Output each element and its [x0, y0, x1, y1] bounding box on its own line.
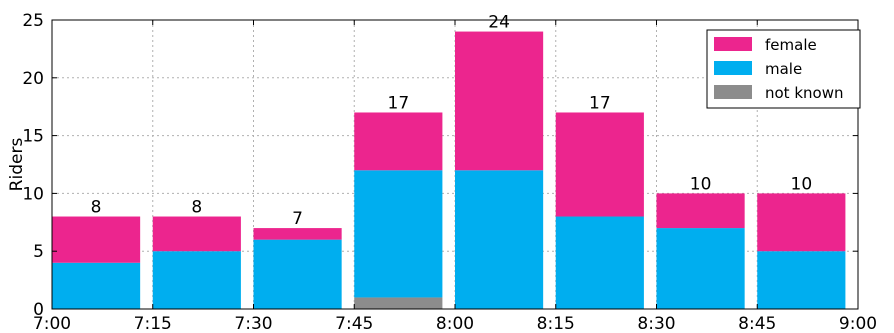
bar-total-label: 8	[191, 198, 202, 218]
legend-label-not-known: not known	[765, 84, 843, 102]
y-axis-label: Riders	[7, 138, 27, 192]
x-tick-label: 8:30	[637, 314, 675, 333]
bar-total-label: 24	[488, 13, 510, 33]
bar-segment-female	[152, 216, 241, 252]
x-tick-labels: 7:00 7:15 7:30 7:45 8:00 8:15 8:30 8:45 9:00	[33, 20, 877, 333]
y-tick-label: 20	[22, 69, 44, 89]
legend-label-female: female	[765, 36, 817, 54]
x-tick-label: 8:15	[537, 314, 575, 333]
y-tick-label: 0	[33, 300, 44, 320]
bar-segment-male	[354, 170, 443, 298]
bar-total-label: 8	[91, 198, 102, 218]
bar-segment-male	[656, 228, 745, 309]
legend-swatch-not-known	[714, 85, 752, 99]
x-tick-label: 8:45	[738, 314, 776, 333]
bar-segment-male	[757, 251, 846, 309]
x-tick-label: 7:45	[335, 314, 373, 333]
bars-layer	[52, 31, 846, 309]
bar-segment-not-known	[354, 297, 443, 309]
bar-segment-female	[52, 216, 141, 263]
y-tick-label: 15	[22, 127, 44, 147]
bar-segment-male	[253, 239, 342, 309]
y-tick-label: 10	[22, 184, 44, 204]
legend-swatch-male	[714, 61, 752, 75]
legend: female male not known	[706, 29, 861, 109]
x-tick-label: 7:00	[33, 314, 71, 333]
bar-segment-female	[555, 112, 644, 217]
bar-total-label: 10	[690, 174, 712, 194]
x-tick-label: 7:15	[134, 314, 172, 333]
y-tick-labels: 0 5 10 15 20 25	[22, 11, 858, 320]
bar-segment-female	[455, 31, 544, 171]
bar-segment-male	[152, 251, 241, 309]
x-tick-label: 7:30	[234, 314, 272, 333]
bar-segment-male	[52, 262, 141, 309]
legend-swatch-female	[714, 37, 752, 51]
bar-segment-female	[253, 228, 342, 240]
x-tick-label: 8:00	[436, 314, 474, 333]
bar-segment-male	[455, 170, 544, 309]
bar-segment-male	[555, 216, 644, 309]
y-tick-label: 5	[33, 242, 44, 262]
y-tick-label: 25	[22, 11, 44, 31]
bar-total-label: 7	[292, 209, 303, 229]
bar-segment-female	[757, 193, 846, 252]
bar-segment-female	[354, 112, 443, 171]
bar-total-label: 10	[791, 174, 813, 194]
bar-total-label: 17	[388, 93, 410, 113]
bar-segment-female	[656, 193, 745, 229]
x-tick-label: 9:00	[839, 314, 877, 333]
legend-label-male: male	[765, 60, 802, 78]
bar-total-label: 17	[589, 93, 611, 113]
bar-total-labels: 8 8 7 17 24 17 10 10	[91, 13, 812, 230]
